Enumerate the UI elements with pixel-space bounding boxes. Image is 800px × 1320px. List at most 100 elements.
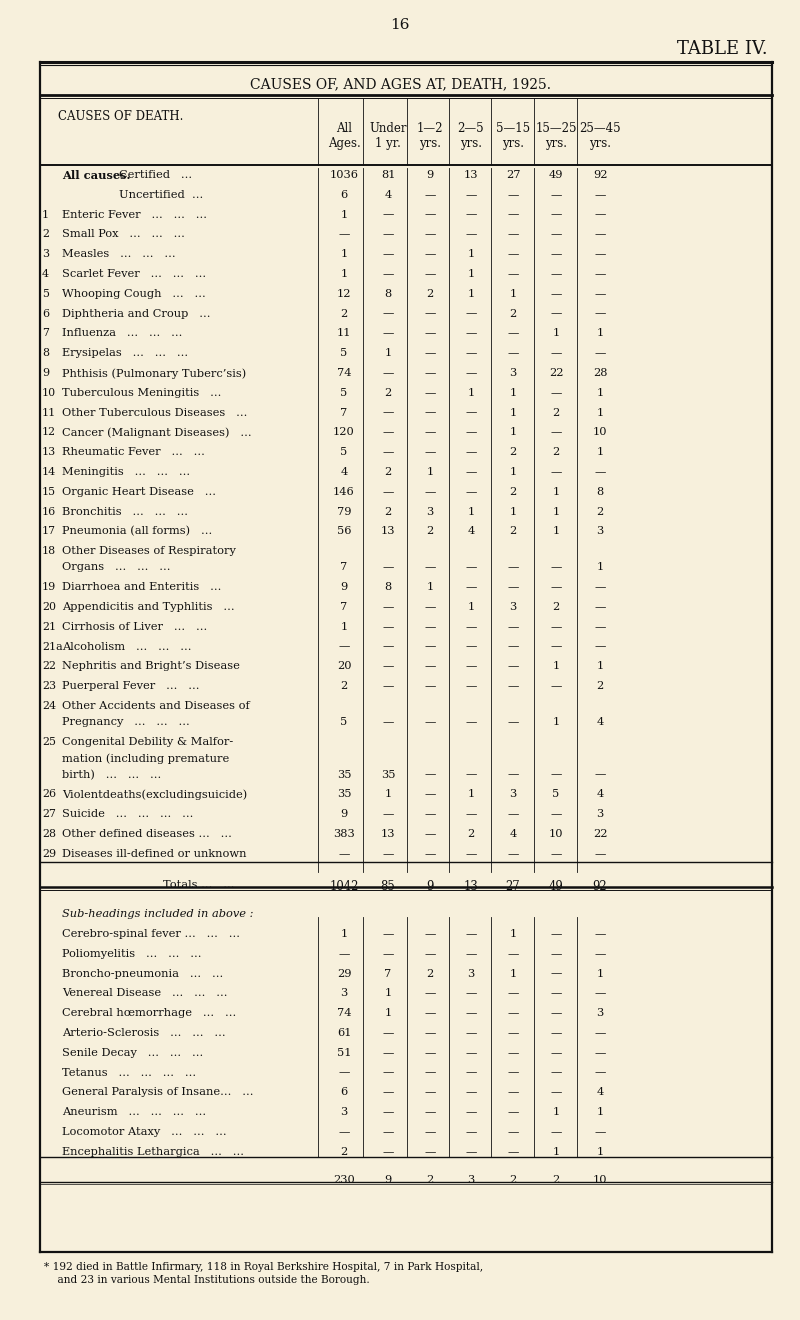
Text: 35: 35 — [381, 770, 395, 780]
Text: Under: Under — [370, 121, 406, 135]
Text: —: — — [424, 1088, 436, 1097]
Text: —: — — [382, 562, 394, 573]
Text: 35: 35 — [337, 789, 351, 800]
Text: Congenital Debility & Malfor-: Congenital Debility & Malfor- — [62, 737, 234, 747]
Text: 1: 1 — [596, 408, 604, 417]
Text: —: — — [507, 230, 518, 239]
Text: Phthisis (Pulmonary Tuberc’sis): Phthisis (Pulmonary Tuberc’sis) — [62, 368, 246, 379]
Text: 5: 5 — [340, 447, 348, 457]
Text: 29: 29 — [337, 969, 351, 978]
Text: CAUSES OF, AND AGES AT, DEATH, 1925.: CAUSES OF, AND AGES AT, DEATH, 1925. — [250, 77, 550, 91]
Text: 1: 1 — [467, 789, 474, 800]
Text: —: — — [424, 1107, 436, 1117]
Text: 146: 146 — [333, 487, 355, 496]
Text: Cerebral hœmorrhage   ...   ...: Cerebral hœmorrhage ... ... — [62, 1008, 236, 1018]
Text: —: — — [424, 681, 436, 692]
Text: 8: 8 — [384, 582, 392, 593]
Text: —: — — [550, 969, 562, 978]
Text: —: — — [550, 582, 562, 593]
Text: 1: 1 — [340, 929, 348, 939]
Text: —: — — [466, 622, 477, 632]
Text: 79: 79 — [337, 507, 351, 516]
Text: 1 yr.: 1 yr. — [375, 137, 401, 150]
Text: 23: 23 — [42, 681, 56, 692]
Text: 2: 2 — [552, 1175, 560, 1185]
Text: —: — — [466, 329, 477, 338]
Text: —: — — [424, 789, 436, 800]
Text: —: — — [382, 1107, 394, 1117]
Text: —: — — [466, 210, 477, 219]
Text: 7: 7 — [340, 408, 348, 417]
Text: 3: 3 — [596, 809, 604, 820]
Text: Bronchitis   ...   ...   ...: Bronchitis ... ... ... — [62, 507, 188, 516]
Text: —: — — [424, 408, 436, 417]
Text: —: — — [594, 269, 606, 279]
Text: 28: 28 — [593, 368, 607, 378]
Text: —: — — [550, 210, 562, 219]
Text: 8: 8 — [42, 348, 49, 358]
Text: —: — — [507, 582, 518, 593]
Text: —: — — [424, 190, 436, 199]
Text: —: — — [594, 1048, 606, 1057]
Text: 5: 5 — [552, 789, 560, 800]
Text: —: — — [550, 289, 562, 298]
Text: —: — — [466, 1048, 477, 1057]
Text: —: — — [424, 770, 436, 780]
Text: 1: 1 — [510, 408, 517, 417]
Text: —: — — [507, 329, 518, 338]
Text: —: — — [424, 249, 436, 259]
Text: 13: 13 — [42, 447, 56, 457]
Text: 1: 1 — [596, 562, 604, 573]
Text: 4: 4 — [384, 190, 392, 199]
Text: 1: 1 — [426, 467, 434, 477]
Text: 2: 2 — [384, 467, 392, 477]
Text: —: — — [466, 447, 477, 457]
Text: 2: 2 — [552, 602, 560, 612]
Text: 16: 16 — [390, 18, 410, 32]
Text: 18: 18 — [42, 546, 56, 556]
Text: Pneumonia (all forms)   ...: Pneumonia (all forms) ... — [62, 527, 212, 537]
Text: 13: 13 — [381, 527, 395, 536]
Text: 5: 5 — [340, 717, 348, 727]
Text: 230: 230 — [333, 1175, 355, 1185]
Text: —: — — [594, 582, 606, 593]
Text: 1: 1 — [596, 388, 604, 397]
Text: 2: 2 — [510, 487, 517, 496]
Text: —: — — [424, 388, 436, 397]
Text: Other Accidents and Diseases of: Other Accidents and Diseases of — [62, 701, 250, 711]
Text: —: — — [550, 1127, 562, 1137]
Text: —: — — [382, 1088, 394, 1097]
Text: 49: 49 — [549, 170, 563, 180]
Text: —: — — [466, 1008, 477, 1018]
Text: 1: 1 — [467, 269, 474, 279]
Text: —: — — [550, 230, 562, 239]
Text: 51: 51 — [337, 1048, 351, 1057]
Text: 14: 14 — [42, 467, 56, 477]
Text: Encephalitis Lethargica   ...   ...: Encephalitis Lethargica ... ... — [62, 1147, 244, 1156]
Text: 1: 1 — [510, 929, 517, 939]
Text: 1: 1 — [467, 249, 474, 259]
Text: Influenza   ...   ...   ...: Influenza ... ... ... — [62, 329, 182, 338]
Text: 1042: 1042 — [330, 880, 358, 894]
Text: 35: 35 — [337, 770, 351, 780]
Text: 2: 2 — [42, 230, 49, 239]
Text: —: — — [382, 642, 394, 652]
Text: 3: 3 — [42, 249, 49, 259]
Text: 3: 3 — [510, 368, 517, 378]
Text: All: All — [336, 121, 352, 135]
Text: —: — — [594, 1127, 606, 1137]
Text: 27: 27 — [506, 880, 520, 894]
Text: —: — — [382, 487, 394, 496]
Text: 21a: 21a — [42, 642, 62, 652]
Text: —: — — [466, 309, 477, 318]
Text: 1: 1 — [340, 210, 348, 219]
Text: 1: 1 — [467, 602, 474, 612]
Text: —: — — [550, 1028, 562, 1038]
Text: 5—15: 5—15 — [496, 121, 530, 135]
Text: —: — — [594, 602, 606, 612]
Text: —: — — [466, 809, 477, 820]
Text: 3: 3 — [596, 527, 604, 536]
Text: —: — — [507, 190, 518, 199]
Text: —: — — [424, 1028, 436, 1038]
Text: —: — — [424, 809, 436, 820]
